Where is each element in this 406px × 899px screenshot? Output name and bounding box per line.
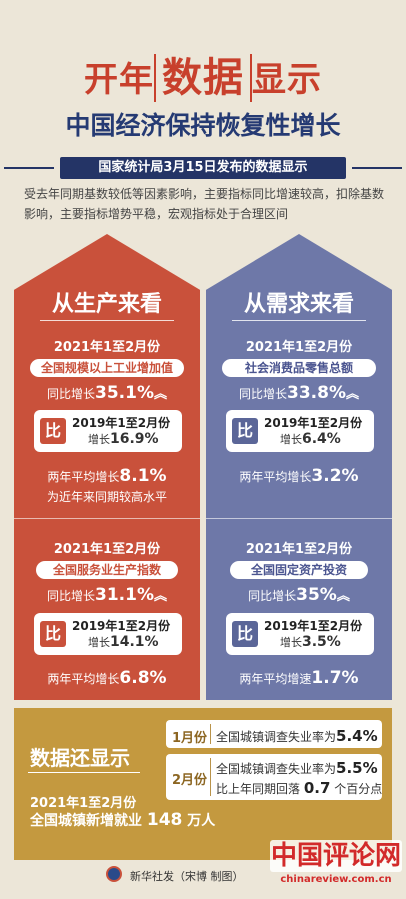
intro-text: 受去年同期基数较低等因素影响，主要指标同比增速较高，扣除基数影响，主要指标增势平… — [24, 187, 385, 221]
jan-unemployment: 全国城镇调查失业率为5.4% — [216, 727, 378, 745]
services-growth-value: 31.1% — [95, 585, 154, 605]
industry-period: 2021年1至2月份 — [53, 340, 161, 355]
feb-unemployment: 全国城镇调查失业率为5.5% — [216, 759, 378, 777]
demand-divider — [206, 518, 392, 519]
jan-separator — [210, 724, 211, 744]
services-indicator: 全国服务业生产指数 — [36, 561, 178, 579]
page-title: 开年 数据 显示 — [0, 52, 406, 104]
investment-compare-growth: 增长3.5% — [280, 634, 341, 650]
investment-avg-label: 两年平均增速 — [239, 672, 312, 686]
jobs-prefix: 全国城镇新增就业 — [30, 813, 142, 829]
investment-compare-period: 2019年1至2月份 — [264, 619, 363, 633]
services-avg-label: 两年平均增长 — [47, 672, 120, 686]
jan-text: 全国城镇调查失业率为 — [216, 730, 337, 744]
up-chevron-icon: ︽ — [153, 589, 167, 604]
feb-tag: 2月份 — [172, 773, 208, 788]
demand-heading-underline — [232, 320, 366, 321]
industry-growth-value: 35.1% — [95, 383, 154, 403]
production-heading-underline — [40, 320, 174, 321]
xinhua-logo-icon — [106, 866, 122, 882]
services-compare-tag: 比 — [40, 621, 66, 647]
industry-growth-label: 同比增长 — [46, 387, 95, 401]
investment-period: 2021年1至2月份 — [245, 542, 353, 557]
more-data-title: 数据还显示 — [30, 746, 130, 770]
services-average: 两年平均增长6.8% — [14, 668, 200, 688]
services-compare-value: 14.1% — [110, 634, 159, 650]
feb-change-value: 0.7 — [303, 779, 331, 797]
investment-growth-label: 同比增长 — [248, 589, 297, 603]
investment-compare-tag: 比 — [232, 621, 258, 647]
jobs-unit: 万人 — [187, 813, 216, 829]
title-prefix: 开年 — [84, 60, 154, 100]
feb-change-suffix: 个百分点 — [334, 782, 383, 796]
investment-compare-value: 3.5% — [302, 634, 341, 650]
feb-change-prefix: 比上年同期回落 — [216, 782, 301, 796]
services-period: 2021年1至2月份 — [53, 542, 161, 557]
retail-compare-growth: 增长6.4% — [280, 431, 341, 447]
industry-note: 为近年来同期较高水平 — [46, 490, 167, 504]
industry-compare-growth: 增长16.9% — [88, 431, 159, 447]
investment-compare-label: 增长 — [280, 636, 302, 649]
watermark-url: chinareview.com.cn — [280, 874, 392, 885]
jobs-text: 全国城镇新增就业 148 万人 — [30, 810, 215, 830]
services-growth-label: 同比增长 — [46, 589, 95, 603]
investment-growth: 同比增长35%︽ — [206, 585, 392, 605]
industry-average: 两年平均增长8.1% — [14, 466, 200, 486]
production-divider — [14, 518, 200, 519]
jan-value: 5.4% — [336, 727, 378, 745]
retail-compare-period: 2019年1至2月份 — [264, 416, 363, 430]
feb-value: 5.5% — [336, 759, 378, 777]
retail-compare-value: 6.4% — [302, 431, 341, 447]
jan-unemployment-box — [166, 720, 382, 748]
services-compare-label: 增长 — [88, 636, 110, 649]
title-highlight: 数据 — [154, 54, 252, 102]
retail-growth-value: 33.8% — [287, 383, 346, 403]
jan-tag: 1月份 — [172, 731, 208, 746]
industry-indicator: 全国规模以上工业增加值 — [30, 359, 184, 377]
feb-unemployment-box — [166, 754, 382, 800]
more-data-title-underline — [28, 772, 140, 773]
investment-indicator: 全国固定资产投资 — [230, 561, 368, 579]
feb-text: 全国城镇调查失业率为 — [216, 762, 337, 776]
industry-avg-label: 两年平均增长 — [47, 470, 120, 484]
investment-growth-value: 35% — [296, 585, 337, 605]
retail-compare-label: 增长 — [280, 433, 302, 446]
watermark: 中国评论网 — [270, 840, 402, 872]
services-growth: 同比增长31.1%︽ — [14, 585, 200, 605]
services-compare-growth: 增长14.1% — [88, 634, 159, 650]
feb-separator — [210, 758, 211, 796]
up-chevron-icon: ︽ — [336, 589, 350, 604]
industry-compare-value: 16.9% — [110, 431, 159, 447]
jobs-period: 2021年1至2月份 — [30, 796, 137, 811]
up-chevron-icon: ︽ — [153, 387, 167, 402]
investment-avg-value: 1.7% — [311, 668, 359, 688]
retail-avg-label: 两年平均增长 — [239, 470, 312, 484]
page-subtitle: 中国经济保持恢复性增长 — [65, 111, 341, 140]
services-avg-value: 6.8% — [119, 668, 167, 688]
industry-compare-label: 增长 — [88, 433, 110, 446]
demand-heading: 从需求来看 — [243, 292, 354, 317]
retail-compare-tag: 比 — [232, 418, 258, 444]
retail-period: 2021年1至2月份 — [245, 340, 353, 355]
source-banner: 国家统计局3月15日发布的数据显示 — [4, 157, 402, 179]
retail-avg-value: 3.2% — [311, 466, 359, 486]
feb-change: 比上年同期回落 0.7 个百分点 — [216, 779, 382, 797]
production-heading: 从生产来看 — [51, 292, 162, 317]
up-chevron-icon: ︽ — [345, 387, 359, 402]
services-compare-period: 2019年1至2月份 — [72, 619, 171, 633]
jobs-value: 148 — [146, 810, 183, 830]
retail-indicator: 社会消费品零售总额 — [222, 359, 376, 377]
industry-growth: 同比增长35.1%︽ — [14, 383, 200, 403]
industry-compare-period: 2019年1至2月份 — [72, 416, 171, 430]
retail-average: 两年平均增长3.2% — [206, 466, 392, 486]
industry-avg-value: 8.1% — [119, 466, 167, 486]
industry-compare-tag: 比 — [40, 418, 66, 444]
retail-growth: 同比增长33.8%︽ — [206, 383, 392, 403]
title-suffix: 显示 — [252, 60, 322, 100]
credit-text: 新华社发（宋博 制图） — [130, 870, 244, 883]
retail-growth-label: 同比增长 — [238, 387, 287, 401]
investment-average: 两年平均增速1.7% — [206, 668, 392, 688]
